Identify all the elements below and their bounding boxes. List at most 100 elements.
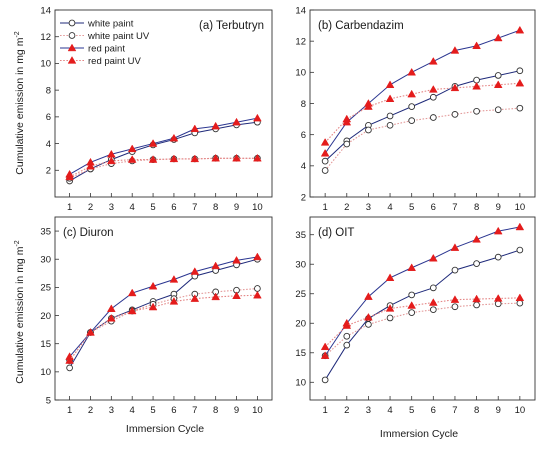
panel-3-point-red-paint (107, 304, 116, 312)
panel-4-title: (d) OIT (318, 227, 354, 239)
panel-2-x-tick-label: 3 (366, 202, 371, 213)
panel-3-point-red-paint (190, 267, 200, 275)
panel-2-y-tick-label: 6 (301, 130, 306, 141)
panel-2-point-red-paint-uv (472, 81, 481, 90)
panel-4-point-red-paint-uv (515, 293, 525, 302)
panel-2-x-tick-label: 7 (452, 202, 457, 213)
panel-1-y-tick-label: 12 (40, 32, 51, 43)
panel-3-point-red-paint-uv (190, 294, 200, 302)
panel-1-point-red-paint-uv (211, 153, 220, 162)
panel-1-x-tick-label: 9 (234, 202, 239, 213)
panel-1-y-tick-label: 8 (46, 85, 51, 96)
panel-4-x-tick-label: 3 (366, 405, 371, 416)
panel-2-y-tick-label: 2 (301, 192, 306, 203)
panel-2-point-red-paint-uv (428, 85, 438, 93)
panel-3-point-red-paint-uv (211, 292, 220, 301)
panel-2-point-white-paint-uv (321, 167, 329, 174)
panel-4-point-red-paint (407, 263, 417, 271)
panel-2-point-red-paint (428, 57, 438, 65)
panel-3-point-red-paint-uv (86, 328, 95, 336)
panel-4-point-red-paint (515, 222, 525, 231)
panel-4-point-white-paint-uv (451, 303, 459, 311)
panel-4-point-white-paint-uv (429, 306, 437, 314)
panel-4-point-red-paint-uv (320, 342, 330, 351)
panel-2-point-red-paint-uv (450, 83, 460, 92)
panel-3-x-tick-label: 5 (150, 405, 155, 416)
panel-2-x-tick-label: 4 (387, 202, 392, 213)
panel-2-point-white-paint (386, 112, 394, 120)
panel-2-point-white-paint-uv (408, 117, 416, 124)
panel-1-x-tick-label: 10 (252, 202, 263, 213)
panel-2-point-red-paint-uv (385, 94, 395, 102)
panel-4-series-red-paint-line (324, 226, 520, 357)
panel-1-point-red-paint (127, 144, 137, 153)
panel-4-point-white-paint (494, 253, 502, 261)
panel-1-series-red-paint-line (69, 117, 258, 175)
panel-1-point-red-paint-uv (232, 153, 241, 162)
panel-2-point-red-paint-uv (342, 114, 352, 123)
panel-2-point-red-paint (450, 46, 460, 54)
panel-4-point-red-paint (472, 235, 481, 243)
panel-3-point-red-paint-uv (169, 297, 179, 305)
panel-4-y-tick-label: 30 (295, 260, 306, 271)
legend-label-red-paint-uv: red paint UV (88, 56, 141, 67)
panel-4-point-red-paint-uv (428, 298, 438, 306)
panel-4-point-white-paint (451, 266, 459, 274)
panel-3: 1 2 3 4 5 6 7 8 9 10 5 10 15 20 25 30 35 (c) Diuron (40, 216, 273, 416)
panel-3-point-white-paint-uv (254, 285, 261, 292)
panel-2-y-tick-label: 10 (295, 68, 306, 79)
panel-4-point-red-paint-uv (407, 301, 417, 309)
panel-1-x-tick-label: 1 (67, 202, 72, 213)
panel-4-x-tick-label: 7 (452, 405, 457, 416)
panel-1-title: (a) Terbutryn (199, 20, 264, 32)
panel-3-y-tick-label: 25 (40, 283, 51, 294)
panel-1-y-tick-label: 14 (40, 5, 51, 16)
panel-4-point-white-paint (321, 376, 329, 384)
panel-2-point-white-paint (408, 103, 416, 110)
panel-1-x-tick-label: 7 (192, 202, 197, 213)
panel-1-x-tick-label: 5 (150, 202, 155, 213)
panel-2-point-red-paint-uv (320, 138, 330, 146)
panel-2-series-white-paint-uv-line (324, 107, 520, 171)
panel-2-y-tick-label: 4 (301, 161, 306, 172)
panel-1-point-red-paint (253, 113, 262, 122)
panel-3-series-red-paint-line (69, 256, 258, 357)
panel-4-x-tick-label: 10 (515, 405, 526, 416)
panel-3-point-red-paint (169, 275, 179, 283)
panel-4-series-white-paint-line (324, 249, 521, 381)
panel-2-point-red-paint-uv (515, 78, 525, 87)
panel-4-point-red-paint (320, 351, 330, 359)
panel-4-x-tick-label: 6 (431, 405, 436, 416)
legend-marker-red-paint-uv (67, 56, 77, 64)
panel-4-point-red-paint (364, 292, 373, 300)
panel-4-x-tick-label: 2 (344, 405, 349, 416)
y-axis-label-bottom: Cumulative emission in mg m-2 (14, 240, 26, 383)
panel-2-point-white-paint-uv (343, 140, 351, 148)
x-axis-label-left: Immersion Cycle (126, 423, 204, 435)
panel-4-x-tick-label: 9 (496, 405, 501, 416)
panel-2-point-white-paint (321, 157, 329, 165)
y-axis-label-top: Cumulative emission in mg m-2 (14, 31, 26, 174)
panel-3-y-tick-label: 30 (40, 255, 51, 266)
panel-1-point-red-paint (190, 124, 200, 133)
panel-4-point-white-paint-uv (386, 314, 394, 322)
panel-3-point-white-paint (66, 364, 73, 372)
panel-4-x-tick-label: 1 (322, 405, 327, 416)
panel-1-series-white-paint-line (69, 121, 258, 182)
panel-1-point-red-paint-uv (107, 156, 116, 165)
panel-3-point-red-paint (148, 281, 158, 290)
panel-3-y-tick-label: 10 (40, 367, 51, 378)
panel-2-x-tick-label: 5 (409, 202, 414, 213)
legend-marker-red-paint (67, 43, 77, 52)
panel-2-point-white-paint (516, 67, 524, 75)
panel-1-series-red-paint-uv-line (69, 157, 258, 178)
panel-3-x-tick-label: 9 (234, 405, 239, 416)
panel-2-point-red-paint (515, 25, 525, 34)
panel-3-point-red-paint-uv (232, 291, 241, 300)
panel-2-point-white-paint-uv (494, 106, 502, 114)
panel-4: 1 2 3 4 5 6 7 8 9 10 10 15 20 25 30 35 (d) OIT (295, 216, 536, 416)
panel-2-x-tick-label: 10 (515, 202, 526, 213)
panel-3-x-tick-label: 7 (192, 405, 197, 416)
panel-4-point-red-paint (450, 243, 460, 251)
